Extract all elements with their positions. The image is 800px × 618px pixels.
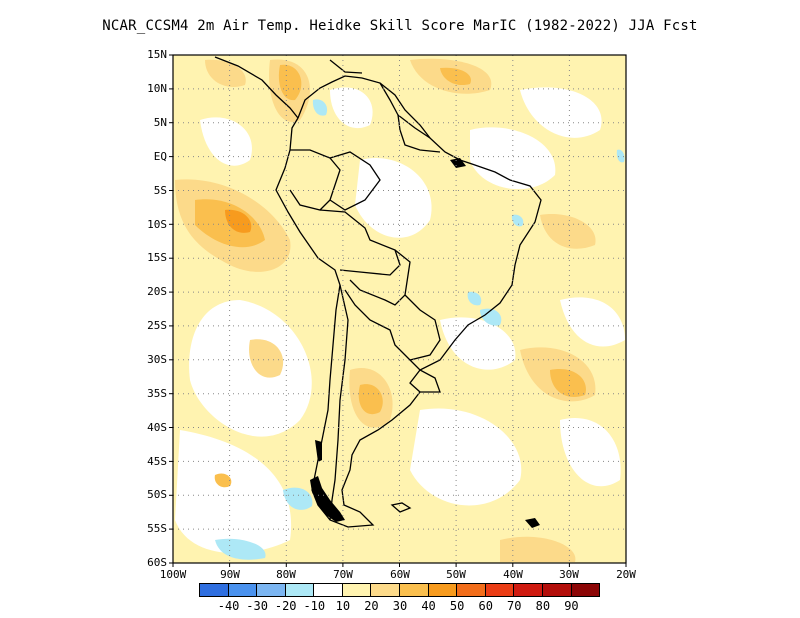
colorbar-swatch <box>456 583 486 597</box>
colorbar-label: -20 <box>274 599 297 613</box>
skill-score-field <box>173 55 626 563</box>
colorbar-label: 30 <box>392 599 408 613</box>
colorbar-label: 90 <box>564 599 579 613</box>
colorbar <box>199 583 601 597</box>
lat-label: EQ <box>153 150 167 163</box>
axis-ticks <box>169 54 627 567</box>
colorbar-swatch <box>341 583 372 597</box>
lon-label: 100W <box>159 568 187 581</box>
colorbar-swatch <box>256 583 286 597</box>
lat-label: 50S <box>147 488 167 501</box>
colorbar-label: 80 <box>535 599 551 613</box>
colorbar-swatch <box>541 583 572 597</box>
lon-label: 50W <box>446 568 466 581</box>
colorbar-swatch <box>227 583 258 597</box>
lat-label: 60S <box>147 556 167 569</box>
lat-label: 45S <box>147 455 167 468</box>
colorbar-label: -40 <box>217 599 240 613</box>
colorbar-label: 10 <box>335 599 351 613</box>
grid-lines <box>173 55 626 563</box>
lat-label: 10S <box>147 218 167 231</box>
lat-label: 5S <box>153 184 167 197</box>
lon-label: 40W <box>503 568 523 581</box>
lat-label: 15N <box>147 48 167 61</box>
chart-title: NCAR_CCSM4 2m Air Temp. Heidke Skill Sco… <box>102 18 698 34</box>
lat-label: 20S <box>147 285 167 298</box>
lon-label: 60W <box>390 568 410 581</box>
colorbar-label: 40 <box>421 599 436 613</box>
lon-label: 70W <box>333 568 353 581</box>
colorbar-label: 70 <box>507 599 522 613</box>
lat-label: 30S <box>147 353 167 366</box>
colorbar-label: -30 <box>246 599 268 613</box>
lon-label: 90W <box>220 568 240 581</box>
lat-label: 5N <box>153 116 167 129</box>
colorbar-swatch <box>313 583 343 597</box>
colorbar-labels: -40 -30 -20 -10 10 20 30 40 50 60 70 80 90 <box>200 599 600 615</box>
colorbar-label: -10 <box>303 599 326 613</box>
colorbar-swatch <box>284 583 315 597</box>
colorbar-label: 50 <box>449 599 465 613</box>
lat-label: 25S <box>147 319 167 332</box>
lon-label: 20W <box>616 568 636 581</box>
colorbar-swatch <box>513 583 543 597</box>
colorbar-swatch <box>399 583 429 597</box>
lon-label: 30W <box>559 568 579 581</box>
lat-label: 40S <box>147 421 167 434</box>
colorbar-swatch <box>427 583 458 597</box>
coastline-outline <box>214 56 542 528</box>
colorbar-swatch <box>570 583 601 597</box>
lat-label: 10N <box>147 82 167 95</box>
colorbar-swatch <box>370 583 401 597</box>
lat-label: 15S <box>147 251 167 264</box>
lon-label: 80W <box>276 568 296 581</box>
chile-fjords <box>310 158 540 528</box>
colorbar-label: 20 <box>364 599 379 613</box>
colorbar-label: 60 <box>478 599 493 613</box>
lat-label: 55S <box>147 522 167 535</box>
colorbar-swatch <box>199 583 229 597</box>
colorbar-swatch <box>484 583 515 597</box>
lat-label: 35S <box>147 387 167 400</box>
